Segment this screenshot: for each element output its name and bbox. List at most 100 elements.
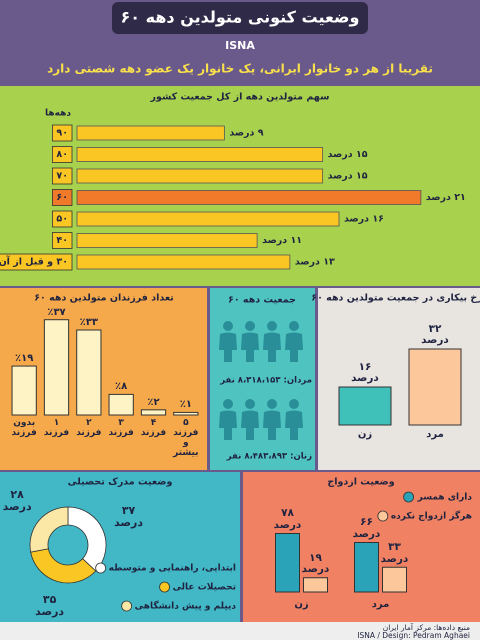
bar bbox=[76, 233, 258, 248]
chart-title: سهم متولدین دهه از کل جمعیت کشور bbox=[150, 92, 330, 103]
legend-entry: تحصیلات عالی bbox=[173, 583, 236, 593]
donut-segment bbox=[30, 548, 97, 584]
bar bbox=[76, 125, 225, 141]
legend-swatch bbox=[403, 491, 415, 503]
category-label: زن bbox=[294, 599, 309, 610]
value-label-box: ۳۵ درصد bbox=[35, 594, 65, 619]
value-label: ۲۱ درصد bbox=[426, 192, 466, 203]
category-label: مرد bbox=[372, 599, 390, 610]
value-label: ۳۲ درصد bbox=[421, 322, 449, 347]
chart-title: تعداد فرزندان متولدین دهه ۶۰ bbox=[34, 293, 174, 304]
category-label: ۲ فرزند bbox=[76, 419, 102, 438]
value-label: ٪۲ bbox=[147, 396, 160, 408]
value-label: ۱۹ درصد bbox=[301, 551, 330, 576]
credit: ISNA / Design: Pedram Aghaei bbox=[357, 631, 470, 640]
legend-entry: دارای همسر bbox=[417, 493, 473, 503]
value-label-box: ۱۹ درصد bbox=[301, 551, 330, 576]
category-label: بدون فرزند bbox=[11, 419, 37, 438]
women-population: زنان: ۸،۴۸۳،۸۹۳ نفر bbox=[226, 452, 312, 462]
value-label: ۱۱ درصد bbox=[262, 235, 302, 246]
category-label-box: زن bbox=[357, 429, 373, 440]
value-label: ۹ درصد bbox=[229, 128, 263, 139]
value-label: ۳۵ درصد bbox=[35, 594, 65, 619]
value-label-box: ٪۳۷ bbox=[47, 307, 65, 318]
value-label-box: ۳۳ درصد bbox=[380, 541, 409, 565]
category-tag bbox=[51, 189, 73, 206]
value-label: ٪۳۳ bbox=[79, 317, 98, 329]
value-label: ۳۷ درصد bbox=[114, 504, 144, 529]
bar bbox=[108, 393, 134, 416]
category-label: ۶۰ bbox=[56, 192, 68, 203]
category-label-box: ۵ فرزند و بیشتر bbox=[173, 419, 199, 458]
category-tag bbox=[51, 146, 73, 163]
value-label: ۷۸ درصد bbox=[273, 507, 302, 531]
bar bbox=[140, 409, 167, 416]
value-label-box: ٪۳۳ bbox=[79, 317, 98, 329]
value-label-box: ۱۶ درصد bbox=[351, 361, 379, 384]
bar bbox=[76, 168, 324, 184]
bar bbox=[338, 386, 392, 426]
bar bbox=[76, 254, 291, 270]
title-box bbox=[112, 2, 368, 34]
value-label-box: ۶۶ درصد bbox=[353, 517, 381, 540]
value-label-box: ۳۲ درصد bbox=[421, 322, 449, 347]
legend-entry: هرگز ازدواج نکرده bbox=[391, 510, 472, 522]
source: منبع داده‌ها: مرکز آمار ایران bbox=[383, 622, 470, 632]
legend-entry: ابتدایی، راهنمایی و متوسطه bbox=[109, 564, 236, 574]
value-label: ٪۱۹ bbox=[15, 353, 34, 365]
bar bbox=[354, 542, 379, 593]
value-label: ۱۵ درصد bbox=[328, 171, 368, 182]
bar bbox=[173, 411, 199, 416]
bar bbox=[275, 533, 300, 593]
value-label-box: ٪۲ bbox=[147, 396, 160, 408]
value-label-box: ٪۱۹ bbox=[15, 353, 34, 365]
legend-swatch bbox=[95, 562, 107, 574]
category-label: ۳۰ و قبل از آن bbox=[0, 255, 68, 268]
category-label: ۵۰ bbox=[56, 214, 68, 225]
bar bbox=[408, 348, 462, 426]
panel-population-share bbox=[0, 86, 480, 286]
bar bbox=[76, 211, 340, 227]
category-label: ۵ فرزند و بیشتر bbox=[173, 419, 199, 458]
population-title: جمعیت دهه ۶۰ bbox=[228, 295, 296, 306]
category-label: مرد bbox=[426, 429, 444, 440]
bar bbox=[76, 147, 324, 162]
category-label-box: مرد bbox=[426, 429, 444, 440]
category-label-box: ۴ فرزند bbox=[141, 419, 166, 438]
category-tag bbox=[51, 167, 73, 185]
category-tag bbox=[51, 210, 73, 228]
chart-title: وضعیت مدرک تحصیلی bbox=[68, 477, 173, 488]
legend-swatch bbox=[121, 600, 133, 612]
page-title: وضعیت کنونی متولدین دهه ۶۰ bbox=[121, 8, 360, 27]
category-label: ۷۰ bbox=[56, 171, 68, 182]
footer-bar bbox=[0, 622, 480, 640]
bar bbox=[303, 577, 328, 593]
value-label: ۱۵ درصد bbox=[328, 149, 368, 160]
value-label-box: ٪۸ bbox=[115, 381, 127, 392]
subtitle: تقریبا از هر دو خانوار ایرانی، یک خانوار… bbox=[47, 62, 433, 77]
bar bbox=[76, 190, 422, 205]
category-label: زن bbox=[357, 429, 373, 440]
value-label: ۱۶ درصد bbox=[344, 214, 384, 225]
category-label-box: ۲ فرزند bbox=[76, 419, 102, 438]
value-label: ۲۸ درصد bbox=[2, 488, 32, 514]
chart-title: وضعیت ازدواج bbox=[327, 477, 394, 488]
legend-entry: دیپلم و پیش دانشگاهی bbox=[135, 600, 237, 612]
category-tag bbox=[0, 253, 73, 271]
men-population: مردان: ۸،۳۱۸،۱۵۳ نفر bbox=[219, 376, 312, 386]
donut-segment bbox=[29, 506, 69, 553]
category-label: ۸۰ bbox=[56, 149, 68, 160]
value-label: ۳۳ درصد bbox=[380, 541, 409, 565]
value-label: ٪۱ bbox=[179, 399, 192, 411]
value-label: ۱۳ درصد bbox=[295, 257, 335, 268]
category-tag bbox=[51, 124, 73, 142]
axis-label: دهه‌ها bbox=[45, 109, 71, 119]
brand: ISNA bbox=[225, 39, 255, 52]
category-label-box: بدون فرزند bbox=[11, 419, 37, 438]
bar bbox=[382, 566, 407, 593]
bar bbox=[11, 365, 37, 416]
value-label-box: ۷۸ درصد bbox=[273, 507, 302, 531]
category-label: ۹۰ bbox=[56, 128, 68, 139]
chart-title: نرخ بیکاری در جمعیت متولدین دهه ۶۰ bbox=[311, 293, 480, 304]
legend-swatch bbox=[159, 581, 170, 593]
